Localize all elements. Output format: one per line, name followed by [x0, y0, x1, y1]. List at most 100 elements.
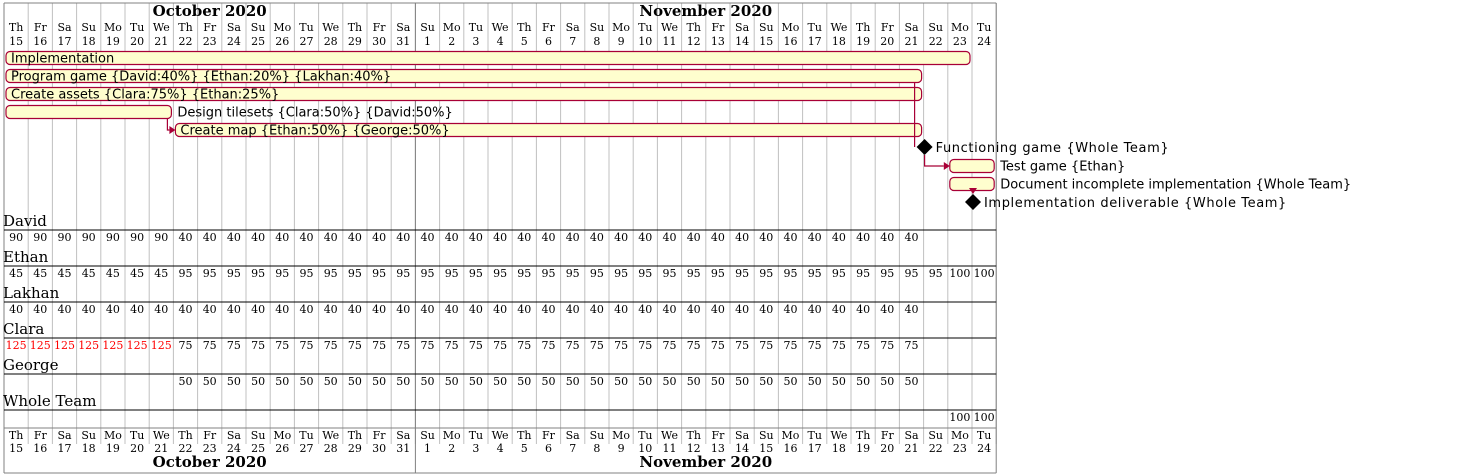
header-weekday-label: Mo — [443, 21, 461, 34]
footer-weekday-label: Tu — [299, 429, 313, 442]
resource-load-value: 125 — [6, 339, 27, 352]
header-day-label: 23 — [203, 35, 217, 48]
resource-load-value: 40 — [711, 231, 725, 244]
resource-load-value: 95 — [638, 267, 652, 280]
header-day-label: 10 — [638, 35, 652, 48]
header-day-label: 12 — [687, 35, 701, 48]
resource-load-value: 90 — [130, 231, 144, 244]
resource-load-value: 95 — [905, 267, 919, 280]
header-weekday-label: Tu — [807, 21, 821, 34]
header-month-label: November 2020 — [639, 2, 772, 20]
header-day-label: 15 — [759, 35, 773, 48]
resource-load-value: 75 — [566, 339, 580, 352]
resource-load-value: 40 — [856, 303, 870, 316]
resource-load-value: 50 — [614, 375, 628, 388]
footer-month-label: November 2020 — [639, 453, 772, 471]
footer-weekday-label: Sa — [566, 429, 581, 442]
resource-load-value: 40 — [687, 231, 701, 244]
footer-day-label: 23 — [203, 442, 217, 455]
resource-load-value: 40 — [421, 231, 435, 244]
footer-day-label: 8 — [593, 442, 600, 455]
resource-load-value: 40 — [58, 303, 72, 316]
resource-load-value: 40 — [832, 231, 846, 244]
footer-day-label: 4 — [497, 442, 504, 455]
resource-load-value: 50 — [348, 375, 362, 388]
resource-load-value: 75 — [638, 339, 652, 352]
resource-load-value: 100 — [949, 411, 970, 424]
resource-load-value: 95 — [880, 267, 894, 280]
header-weekday-label: Sa — [566, 21, 581, 34]
resource-load-value: 90 — [154, 231, 168, 244]
task-bar — [5, 50, 971, 66]
resource-load-value: 40 — [324, 303, 338, 316]
resource-load-value: 95 — [711, 267, 725, 280]
header-weekday-label: Su — [759, 21, 774, 34]
header-weekday-label: Fr — [203, 21, 217, 34]
resource-load-value: 50 — [905, 375, 919, 388]
resource-load-value: 40 — [251, 303, 265, 316]
footer-day-label: 2 — [448, 442, 455, 455]
resource-load-value: 90 — [33, 231, 47, 244]
resource-load-value: 50 — [856, 375, 870, 388]
footer-weekday-label: Th — [9, 429, 23, 442]
resource-load-value: 50 — [251, 375, 265, 388]
header-weekday-label: Fr — [711, 21, 725, 34]
header-day-label: 9 — [618, 35, 625, 48]
resource-load-value: 40 — [154, 303, 168, 316]
header-day-label: 23 — [953, 35, 967, 48]
header-day-label: 22 — [929, 35, 943, 48]
footer-weekday-label: Mo — [104, 429, 122, 442]
resource-load-value: 40 — [808, 303, 822, 316]
resource-load-value: 95 — [469, 267, 483, 280]
header-weekday-label: Sa — [227, 21, 242, 34]
footer-day-label: 22 — [929, 442, 943, 455]
resource-load-value: 40 — [614, 231, 628, 244]
resource-load-value: 40 — [203, 231, 217, 244]
resource-load-value: 95 — [324, 267, 338, 280]
footer-day-label: 29 — [348, 442, 362, 455]
resource-load-value: 75 — [735, 339, 749, 352]
resource-load-value: 50 — [445, 375, 459, 388]
resource-name: George — [3, 356, 59, 374]
footer-day-label: 16 — [784, 442, 798, 455]
resource-load-value: 90 — [106, 231, 120, 244]
resource-load-value: 45 — [130, 267, 144, 280]
footer-day-label: 7 — [569, 442, 576, 455]
header-weekday-label: Th — [856, 21, 870, 34]
footer-weekday-label: We — [153, 429, 170, 442]
header-day-label: 20 — [130, 35, 144, 48]
resource-load-value: 40 — [493, 303, 507, 316]
resource-load-value: 95 — [856, 267, 870, 280]
resource-load-value: 45 — [106, 267, 120, 280]
resource-load-value: 40 — [372, 231, 386, 244]
milestone-diamond — [965, 194, 981, 210]
footer-weekday-label: Mo — [782, 429, 800, 442]
footer-day-label: 9 — [618, 442, 625, 455]
footer-weekday-label: Su — [759, 429, 774, 442]
resource-load-value: 75 — [784, 339, 798, 352]
resource-load-value: 75 — [542, 339, 556, 352]
footer-weekday-label: Tu — [638, 429, 652, 442]
resource-load-value: 40 — [905, 303, 919, 316]
header-day-label: 17 — [808, 35, 822, 48]
footer-day-label: 18 — [832, 442, 846, 455]
resource-load-value: 40 — [227, 303, 241, 316]
footer-weekday-label: We — [830, 429, 847, 442]
footer-weekday-label: Tu — [977, 429, 991, 442]
footer-day-label: 3 — [472, 442, 479, 455]
footer-weekday-label: Fr — [373, 429, 387, 442]
resource-load-value: 75 — [179, 339, 193, 352]
resource-load-value: 95 — [300, 267, 314, 280]
task-bar — [5, 104, 172, 120]
footer-day-label: 16 — [33, 442, 47, 455]
footer-day-label: 24 — [977, 442, 991, 455]
resource-load-value: 40 — [880, 231, 894, 244]
header-weekday-label: Tu — [299, 21, 313, 34]
footer-weekday-label: We — [661, 429, 678, 442]
resource-load-value: 50 — [711, 375, 725, 388]
header-weekday-label: Sa — [735, 21, 750, 34]
resource-load-value: 40 — [638, 303, 652, 316]
resource-load-value: 95 — [614, 267, 628, 280]
header-weekday-label: We — [661, 21, 678, 34]
